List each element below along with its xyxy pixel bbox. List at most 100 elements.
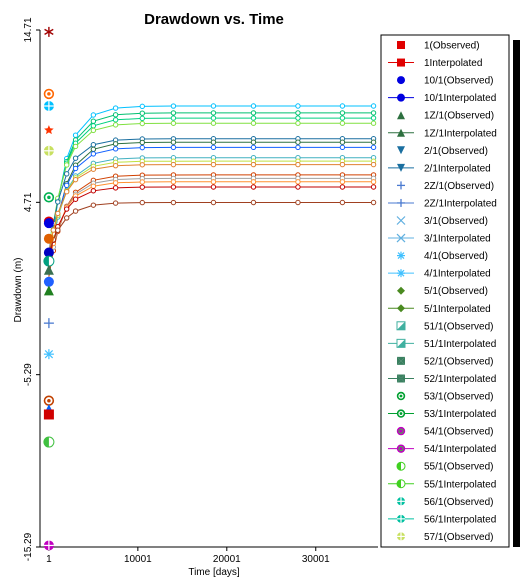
- x-tick-label: 20001: [213, 554, 241, 565]
- series-point: [112, 122, 119, 128]
- x-axis-label: Time [days]: [188, 567, 240, 577]
- legend-label: 1Z/1Interpolated: [424, 128, 497, 139]
- x-tick-label: 30001: [302, 554, 330, 565]
- series-point: [90, 151, 97, 157]
- observed-point: [43, 276, 54, 287]
- series-point: [63, 188, 70, 195]
- series-point: [72, 132, 79, 138]
- legend-marker: [396, 216, 406, 225]
- y-tick-label: -5.29: [23, 363, 34, 386]
- observed-point: [43, 285, 54, 296]
- legend-label: 56/1(Observed): [424, 497, 493, 508]
- observed-point: [43, 192, 55, 203]
- series-point: [339, 144, 346, 151]
- series-point: [339, 120, 346, 126]
- series-line: [48, 186, 374, 259]
- series-point: [139, 184, 145, 190]
- legend-marker: [397, 41, 405, 49]
- series-point: [210, 115, 217, 121]
- legend-label: 55/1(Observed): [424, 462, 493, 473]
- series-point: [139, 179, 145, 185]
- legend-marker: [396, 338, 406, 348]
- observed-point: [43, 436, 55, 448]
- series-point: [112, 185, 119, 191]
- series-point: [112, 105, 119, 111]
- series-line: [48, 122, 374, 259]
- observed-point: [43, 247, 54, 258]
- series-point: [170, 103, 177, 109]
- series-point: [112, 200, 119, 206]
- series-point: [90, 142, 97, 148]
- legend-marker: [396, 321, 406, 331]
- series-point: [72, 196, 79, 202]
- series-point: [210, 120, 217, 126]
- legend-scrollbar: [513, 40, 520, 547]
- observed-point: [43, 145, 54, 156]
- observed-point: [43, 409, 54, 420]
- legend-marker: [397, 532, 405, 541]
- series-point: [90, 188, 97, 194]
- series-point: [210, 184, 217, 190]
- legend-marker: [397, 163, 405, 172]
- series-point: [139, 103, 145, 110]
- observed-point: [43, 395, 55, 406]
- series-point: [250, 161, 257, 168]
- legend-marker: [397, 497, 405, 506]
- series-point: [370, 161, 377, 168]
- series-point: [170, 161, 177, 168]
- y-tick-label: 4.71: [23, 192, 34, 212]
- series-point: [250, 144, 257, 151]
- series-point: [295, 179, 301, 185]
- series-point: [50, 227, 57, 233]
- series-point: [72, 208, 79, 214]
- legend-label: 53/1Interpolated: [424, 409, 496, 420]
- series-point: [295, 139, 301, 145]
- legend-marker: [397, 269, 405, 278]
- legend-label: 10/1(Observed): [424, 76, 493, 87]
- series-point: [250, 103, 257, 109]
- legend-label: 2Z/1Interpolated: [424, 198, 497, 209]
- series-point: [250, 199, 257, 206]
- legend: 1(Observed) 1Interpolated 10/1(Observed) 10…: [380, 34, 520, 548]
- series-point: [339, 199, 346, 206]
- series-point: [63, 215, 70, 221]
- legend-label: 54/1(Observed): [424, 427, 493, 438]
- series-point: [170, 139, 177, 145]
- observed-point: [44, 125, 54, 135]
- legend-label: 3/1(Observed): [424, 216, 488, 227]
- series-point: [339, 161, 346, 168]
- series-point: [339, 179, 346, 185]
- observed-point: [43, 233, 54, 244]
- observed-point: [43, 88, 55, 100]
- legend-marker: [397, 251, 405, 260]
- series-point: [210, 139, 217, 145]
- legend-marker: [397, 128, 405, 137]
- series-point: [250, 120, 257, 126]
- legend-marker: [397, 356, 405, 365]
- series-point: [250, 184, 257, 190]
- legend-label: 10/1Interpolated: [424, 93, 496, 104]
- legend-marker: [397, 304, 405, 313]
- series-point: [139, 139, 145, 146]
- observed-point: [44, 26, 54, 37]
- series-point: [72, 165, 79, 172]
- legend-label: 1Interpolated: [424, 58, 482, 69]
- legend-label: 1Z/1(Observed): [424, 111, 494, 122]
- legend-marker: [397, 286, 405, 295]
- series-point: [210, 179, 217, 185]
- series-point: [90, 112, 97, 118]
- series-point: [170, 184, 177, 190]
- series-point: [112, 180, 119, 186]
- series-point: [295, 184, 301, 190]
- series-point: [112, 112, 119, 118]
- observed-point: [43, 264, 54, 275]
- series-point: [170, 120, 177, 126]
- legend-label: 55/1Interpolated: [424, 479, 496, 490]
- series-point: [55, 199, 61, 205]
- series-point: [210, 144, 217, 151]
- legend-label: 1(Observed): [424, 41, 480, 52]
- series-point: [295, 115, 301, 121]
- series-point: [339, 110, 346, 116]
- legend-marker: [397, 181, 405, 190]
